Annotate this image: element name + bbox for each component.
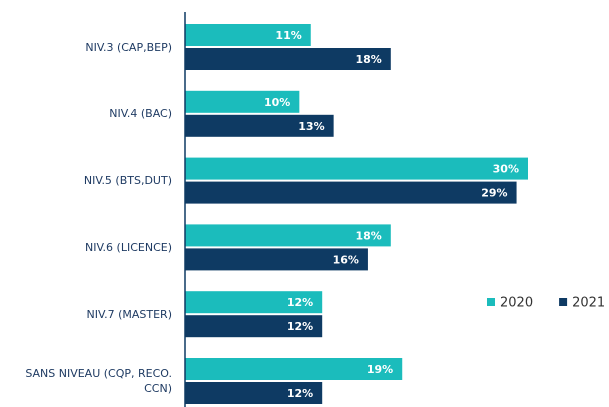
value-label: 19% bbox=[367, 363, 393, 376]
category-label: NIV.6 (LICENCE) bbox=[84, 240, 172, 254]
bar bbox=[185, 382, 323, 404]
bar bbox=[185, 48, 391, 70]
bar bbox=[185, 315, 323, 338]
value-label: 10% bbox=[264, 96, 290, 109]
category-label: NIV.7 (MASTER) bbox=[86, 307, 172, 321]
bar bbox=[185, 114, 334, 137]
value-label: 13% bbox=[298, 120, 324, 133]
bar bbox=[185, 358, 403, 380]
category-label: SANS NIVEAU (CQP, RECO. CCN) bbox=[25, 367, 172, 395]
legend-swatch bbox=[487, 298, 495, 306]
legend-label: 2021 bbox=[572, 296, 605, 311]
legend-label: 2020 bbox=[500, 296, 533, 311]
bar bbox=[185, 224, 391, 247]
category-label: NIV.5 (BTS,DUT) bbox=[83, 174, 172, 188]
value-label: 29% bbox=[481, 187, 507, 200]
value-label: 18% bbox=[355, 229, 381, 242]
bar bbox=[185, 157, 528, 180]
value-label: 16% bbox=[333, 253, 359, 266]
value-label: 12% bbox=[287, 320, 313, 333]
bar bbox=[185, 24, 311, 46]
value-label: 18% bbox=[355, 53, 381, 66]
value-label: 12% bbox=[287, 387, 313, 400]
value-label: 11% bbox=[275, 29, 301, 42]
category-label: NIV.4 (BAC) bbox=[109, 107, 172, 121]
bar bbox=[185, 90, 300, 113]
value-label: 12% bbox=[287, 296, 313, 309]
bar bbox=[185, 181, 517, 204]
bar bbox=[185, 248, 368, 271]
value-label: 30% bbox=[493, 163, 519, 176]
legend-swatch bbox=[559, 298, 568, 306]
bar bbox=[185, 291, 323, 314]
category-label: NIV.3 (CAP,BEP) bbox=[85, 40, 172, 54]
